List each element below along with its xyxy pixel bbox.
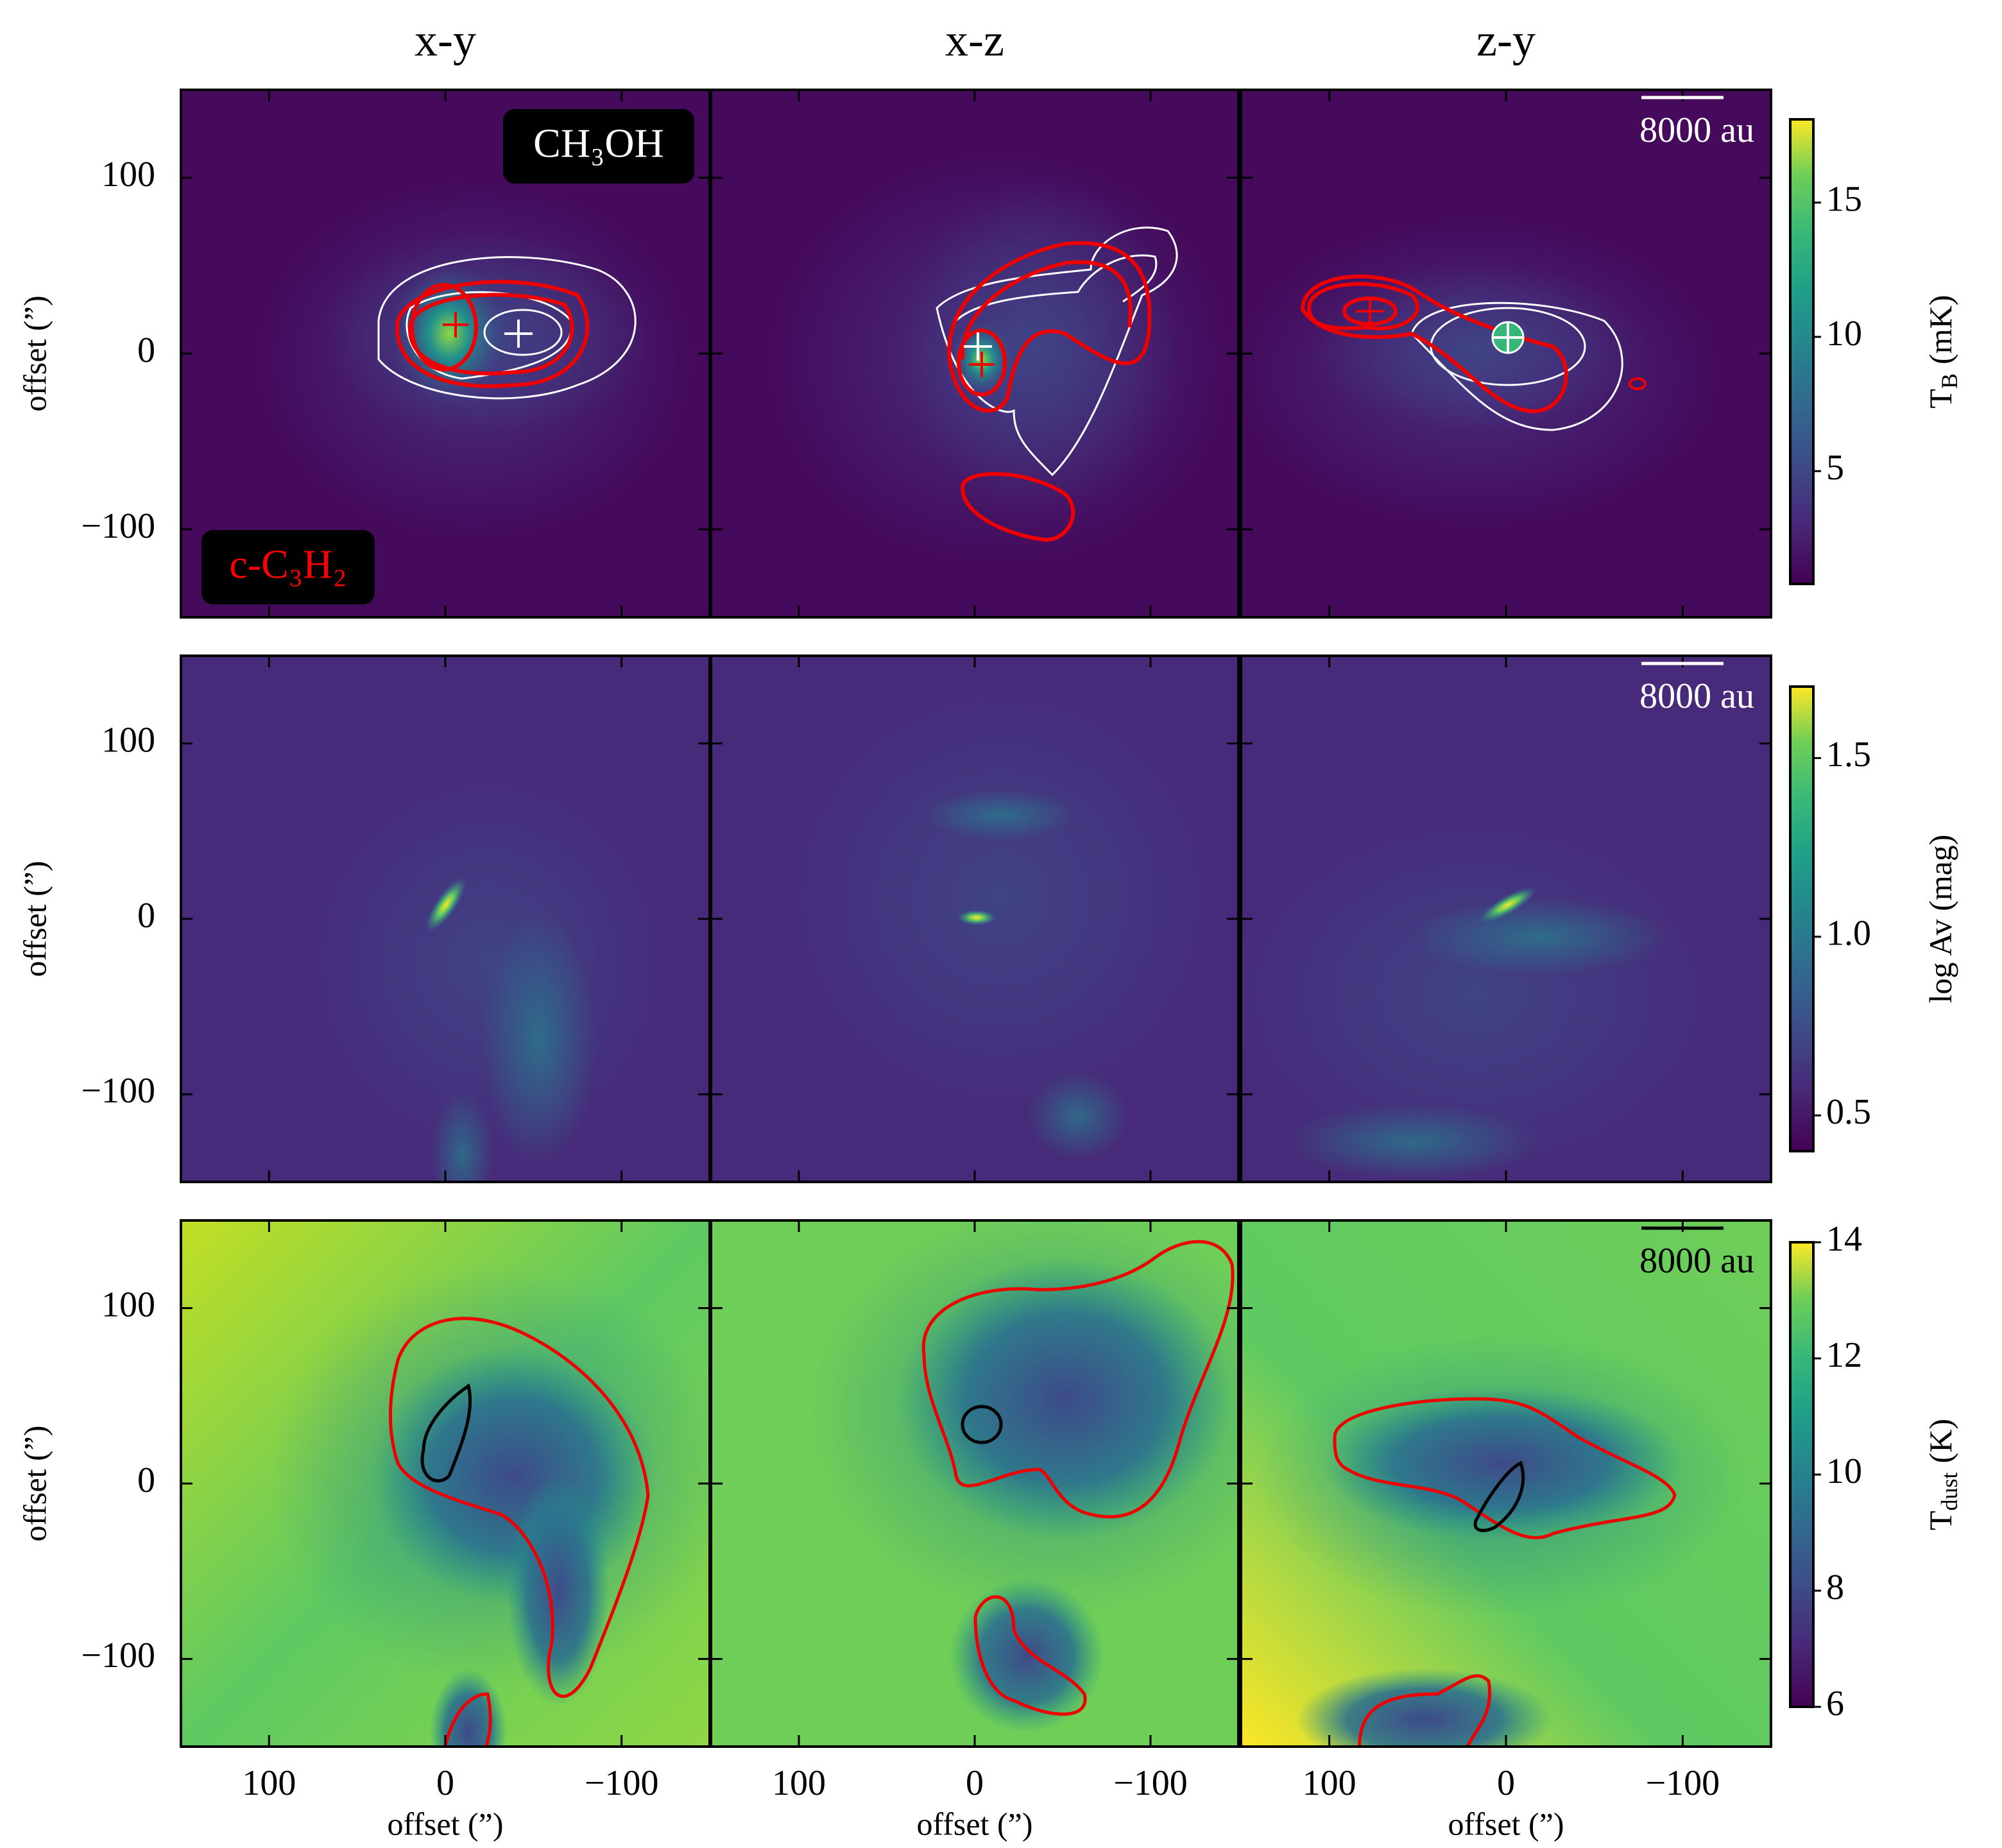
x-tick-label: 100 bbox=[772, 1763, 826, 1803]
colorbar-tick-label: 6 bbox=[1826, 1684, 1844, 1724]
colorbar-tick-label: 10 bbox=[1826, 314, 1862, 354]
colorbar-tick-label: 14 bbox=[1826, 1219, 1862, 1259]
y-tick-label: −100 bbox=[81, 1071, 155, 1111]
x-axis-label: offset (”) bbox=[1448, 1806, 1564, 1842]
y-tick-label: 0 bbox=[137, 896, 155, 936]
colorbar-label: log Av (mag) bbox=[1922, 835, 1958, 1004]
annotation-box bbox=[503, 109, 694, 184]
x-tick-label: 100 bbox=[242, 1763, 296, 1803]
x-tick-label: 0 bbox=[436, 1763, 454, 1803]
x-tick-label: −100 bbox=[1646, 1763, 1720, 1803]
y-tick-label: 100 bbox=[101, 721, 155, 760]
y-axis-label: offset (”) bbox=[17, 1426, 53, 1542]
colorbar-tick-label: 5 bbox=[1826, 448, 1844, 488]
y-tick-label: −100 bbox=[81, 506, 155, 546]
column-title: z-y bbox=[1476, 15, 1536, 66]
scale-bar-label: 8000 au bbox=[1639, 676, 1754, 716]
scale-bar-label: 8000 au bbox=[1639, 110, 1754, 150]
colorbar-tick-label: 1.5 bbox=[1826, 735, 1871, 774]
x-tick-label: 100 bbox=[1303, 1763, 1356, 1803]
colorbar-label-part: (K) bbox=[1922, 1419, 1958, 1463]
annotation: CH₃OH bbox=[533, 121, 664, 166]
y-tick-label: 100 bbox=[101, 1285, 155, 1325]
colorbar-tick-label: 8 bbox=[1826, 1568, 1844, 1607]
colorbar-tick-label: 15 bbox=[1826, 180, 1862, 219]
colorbar-label: Tdust (K) bbox=[1922, 1419, 1962, 1530]
y-tick-label: −100 bbox=[81, 1636, 155, 1675]
x-tick-label: 0 bbox=[966, 1763, 984, 1803]
y-tick-label: 0 bbox=[137, 1460, 155, 1500]
colorbar-label: TB (mK) bbox=[1922, 295, 1962, 409]
colorbar-label-part: T bbox=[1922, 1510, 1958, 1530]
colorbar bbox=[1789, 685, 1815, 1152]
colorbar-label-part: (mK) bbox=[1922, 295, 1958, 364]
colorbar-label-part: T bbox=[1922, 389, 1958, 409]
map-image bbox=[181, 1220, 710, 1747]
y-tick-label: 100 bbox=[101, 155, 155, 194]
x-axis-label: offset (”) bbox=[388, 1806, 504, 1842]
colorbar-label-part: log Av (mag) bbox=[1922, 835, 1958, 1004]
colorbar-label-part: B bbox=[1937, 373, 1962, 389]
x-tick-label: −100 bbox=[1113, 1763, 1188, 1803]
map-image bbox=[1241, 1220, 1771, 1747]
contours bbox=[377, 227, 1677, 1747]
colorbar-label-part: dust bbox=[1937, 1472, 1962, 1510]
scale-bar-label: 8000 au bbox=[1639, 1241, 1754, 1281]
column-title: x-z bbox=[945, 15, 1004, 66]
map-image bbox=[1241, 656, 1771, 1182]
colorbar bbox=[1789, 118, 1815, 585]
map-image bbox=[1241, 90, 1771, 617]
colorbar-tick-label: 10 bbox=[1826, 1451, 1862, 1491]
x-axis-label: offset (”) bbox=[917, 1806, 1033, 1842]
y-tick-label: 0 bbox=[137, 330, 155, 370]
colorbar bbox=[1789, 1241, 1815, 1708]
y-axis-label: offset (”) bbox=[17, 861, 53, 977]
y-axis-label: offset (”) bbox=[17, 296, 53, 412]
map-image bbox=[181, 656, 710, 1182]
colorbar-tick-label: 1.0 bbox=[1826, 914, 1871, 954]
column-title: x-y bbox=[415, 15, 476, 66]
x-tick-label: 0 bbox=[1497, 1763, 1515, 1803]
x-tick-label: −100 bbox=[585, 1763, 659, 1803]
map-image bbox=[711, 90, 1238, 617]
colorbar-tick-label: 12 bbox=[1826, 1335, 1862, 1375]
map-image bbox=[711, 656, 1238, 1182]
annotation: c-C₃H₂ bbox=[229, 542, 346, 587]
annotation-box bbox=[201, 530, 375, 604]
colorbar-tick-label: 0.5 bbox=[1826, 1092, 1871, 1132]
